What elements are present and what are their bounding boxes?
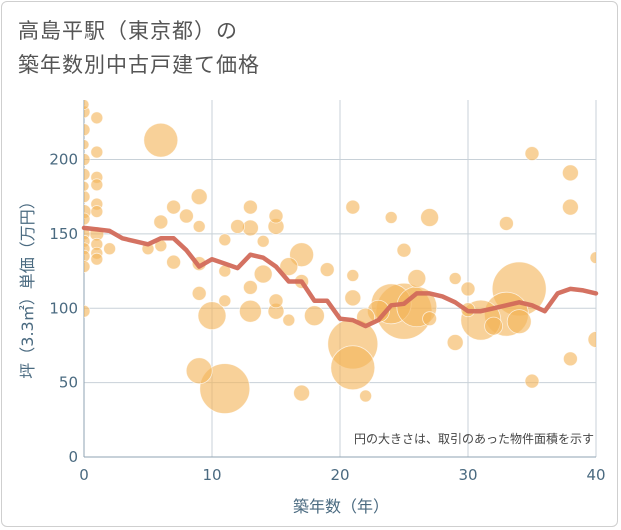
data-bubble xyxy=(407,269,427,288)
data-bubble xyxy=(319,262,335,277)
data-bubble xyxy=(84,100,90,110)
data-bubble xyxy=(103,242,116,256)
x-tick-label: 10 xyxy=(202,466,221,484)
data-bubble xyxy=(192,220,206,233)
data-bubble xyxy=(460,281,476,297)
data-bubble xyxy=(153,214,169,230)
data-bubble xyxy=(282,313,296,327)
chart-title-line-2: 築年数別中古戸建て価格 xyxy=(18,53,260,77)
x-tick-label: 20 xyxy=(330,466,349,484)
data-bubble xyxy=(90,178,104,192)
data-bubble xyxy=(484,316,504,336)
y-tick-label: 50 xyxy=(59,374,78,392)
data-bubble xyxy=(90,145,104,159)
data-bubble xyxy=(279,257,299,277)
y-tick-label: 150 xyxy=(49,225,78,243)
data-bubble xyxy=(562,198,579,216)
data-bubble xyxy=(253,264,273,284)
data-bubble xyxy=(242,199,258,215)
data-bubble xyxy=(166,254,182,270)
data-bubble xyxy=(84,304,91,318)
data-bubble xyxy=(197,301,227,331)
x-tick-label: 0 xyxy=(79,466,89,484)
data-bubble xyxy=(166,199,182,215)
chart-title: 高島平駅（東京都）の 築年数別中古戸建て価格 xyxy=(18,14,260,82)
data-bubble xyxy=(506,309,532,335)
data-bubble xyxy=(345,199,361,215)
x-tick-label: 40 xyxy=(586,466,605,484)
chart-title-line-1: 高島平駅（東京都）の xyxy=(18,19,238,43)
data-bubble xyxy=(384,211,398,224)
tick-labels: 0 10 20 30 40 0 50 100 150 200 xyxy=(49,151,605,485)
data-bubble xyxy=(359,389,373,403)
data-bubble xyxy=(84,139,90,151)
data-bubble xyxy=(178,208,194,224)
data-bubble xyxy=(524,146,540,161)
data-bubble xyxy=(84,249,91,263)
data-bubble xyxy=(90,252,104,266)
data-bubble xyxy=(84,123,91,137)
data-bubble xyxy=(84,167,91,181)
data-bubble xyxy=(420,208,440,227)
data-bubble xyxy=(84,190,91,204)
y-tick-label: 0 xyxy=(68,448,78,466)
data-bubble xyxy=(563,351,578,367)
data-bubble xyxy=(218,233,232,247)
data-bubble xyxy=(84,212,91,226)
data-bubble xyxy=(344,289,362,307)
data-bubble xyxy=(448,272,462,285)
data-bubble xyxy=(199,363,251,414)
data-bubble xyxy=(268,208,284,224)
bubble-size-note: 円の大きさは、取引のあった物件面積を示す xyxy=(354,431,594,446)
data-bubble xyxy=(268,293,284,309)
data-bubble xyxy=(84,153,91,166)
data-bubble xyxy=(218,294,232,308)
x-axis-label: 築年数（年） xyxy=(293,497,389,516)
data-bubble xyxy=(242,280,258,295)
data-bubble xyxy=(330,345,376,391)
data-bubble xyxy=(90,205,104,218)
data-bubble xyxy=(230,219,246,234)
data-bubble xyxy=(446,334,464,351)
data-bubble xyxy=(84,180,90,192)
data-bubble xyxy=(293,384,311,402)
data-bubble xyxy=(589,251,596,265)
x-tick-label: 30 xyxy=(458,466,477,484)
data-bubble xyxy=(562,164,579,182)
data-bubble xyxy=(190,188,208,206)
data-bubble xyxy=(303,305,325,327)
data-bubble xyxy=(346,269,360,282)
data-bubble xyxy=(498,216,514,231)
data-bubble xyxy=(84,260,91,273)
y-tick-label: 100 xyxy=(49,299,78,317)
data-bubble xyxy=(90,111,104,125)
y-tick-label: 200 xyxy=(49,151,78,169)
data-bubble xyxy=(587,331,596,348)
y-axis-label: 坪（3.3㎡）単価（万円） xyxy=(18,193,37,378)
data-bubble xyxy=(185,357,213,385)
data-bubble xyxy=(256,234,270,248)
data-bubble xyxy=(143,122,179,158)
average-price-line xyxy=(81,225,599,329)
data-bubble xyxy=(396,242,412,258)
data-bubble xyxy=(238,299,262,323)
data-bubble xyxy=(524,373,540,389)
data-bubble xyxy=(422,311,438,327)
data-bubble xyxy=(191,285,207,301)
trend-line-layer xyxy=(81,225,599,329)
